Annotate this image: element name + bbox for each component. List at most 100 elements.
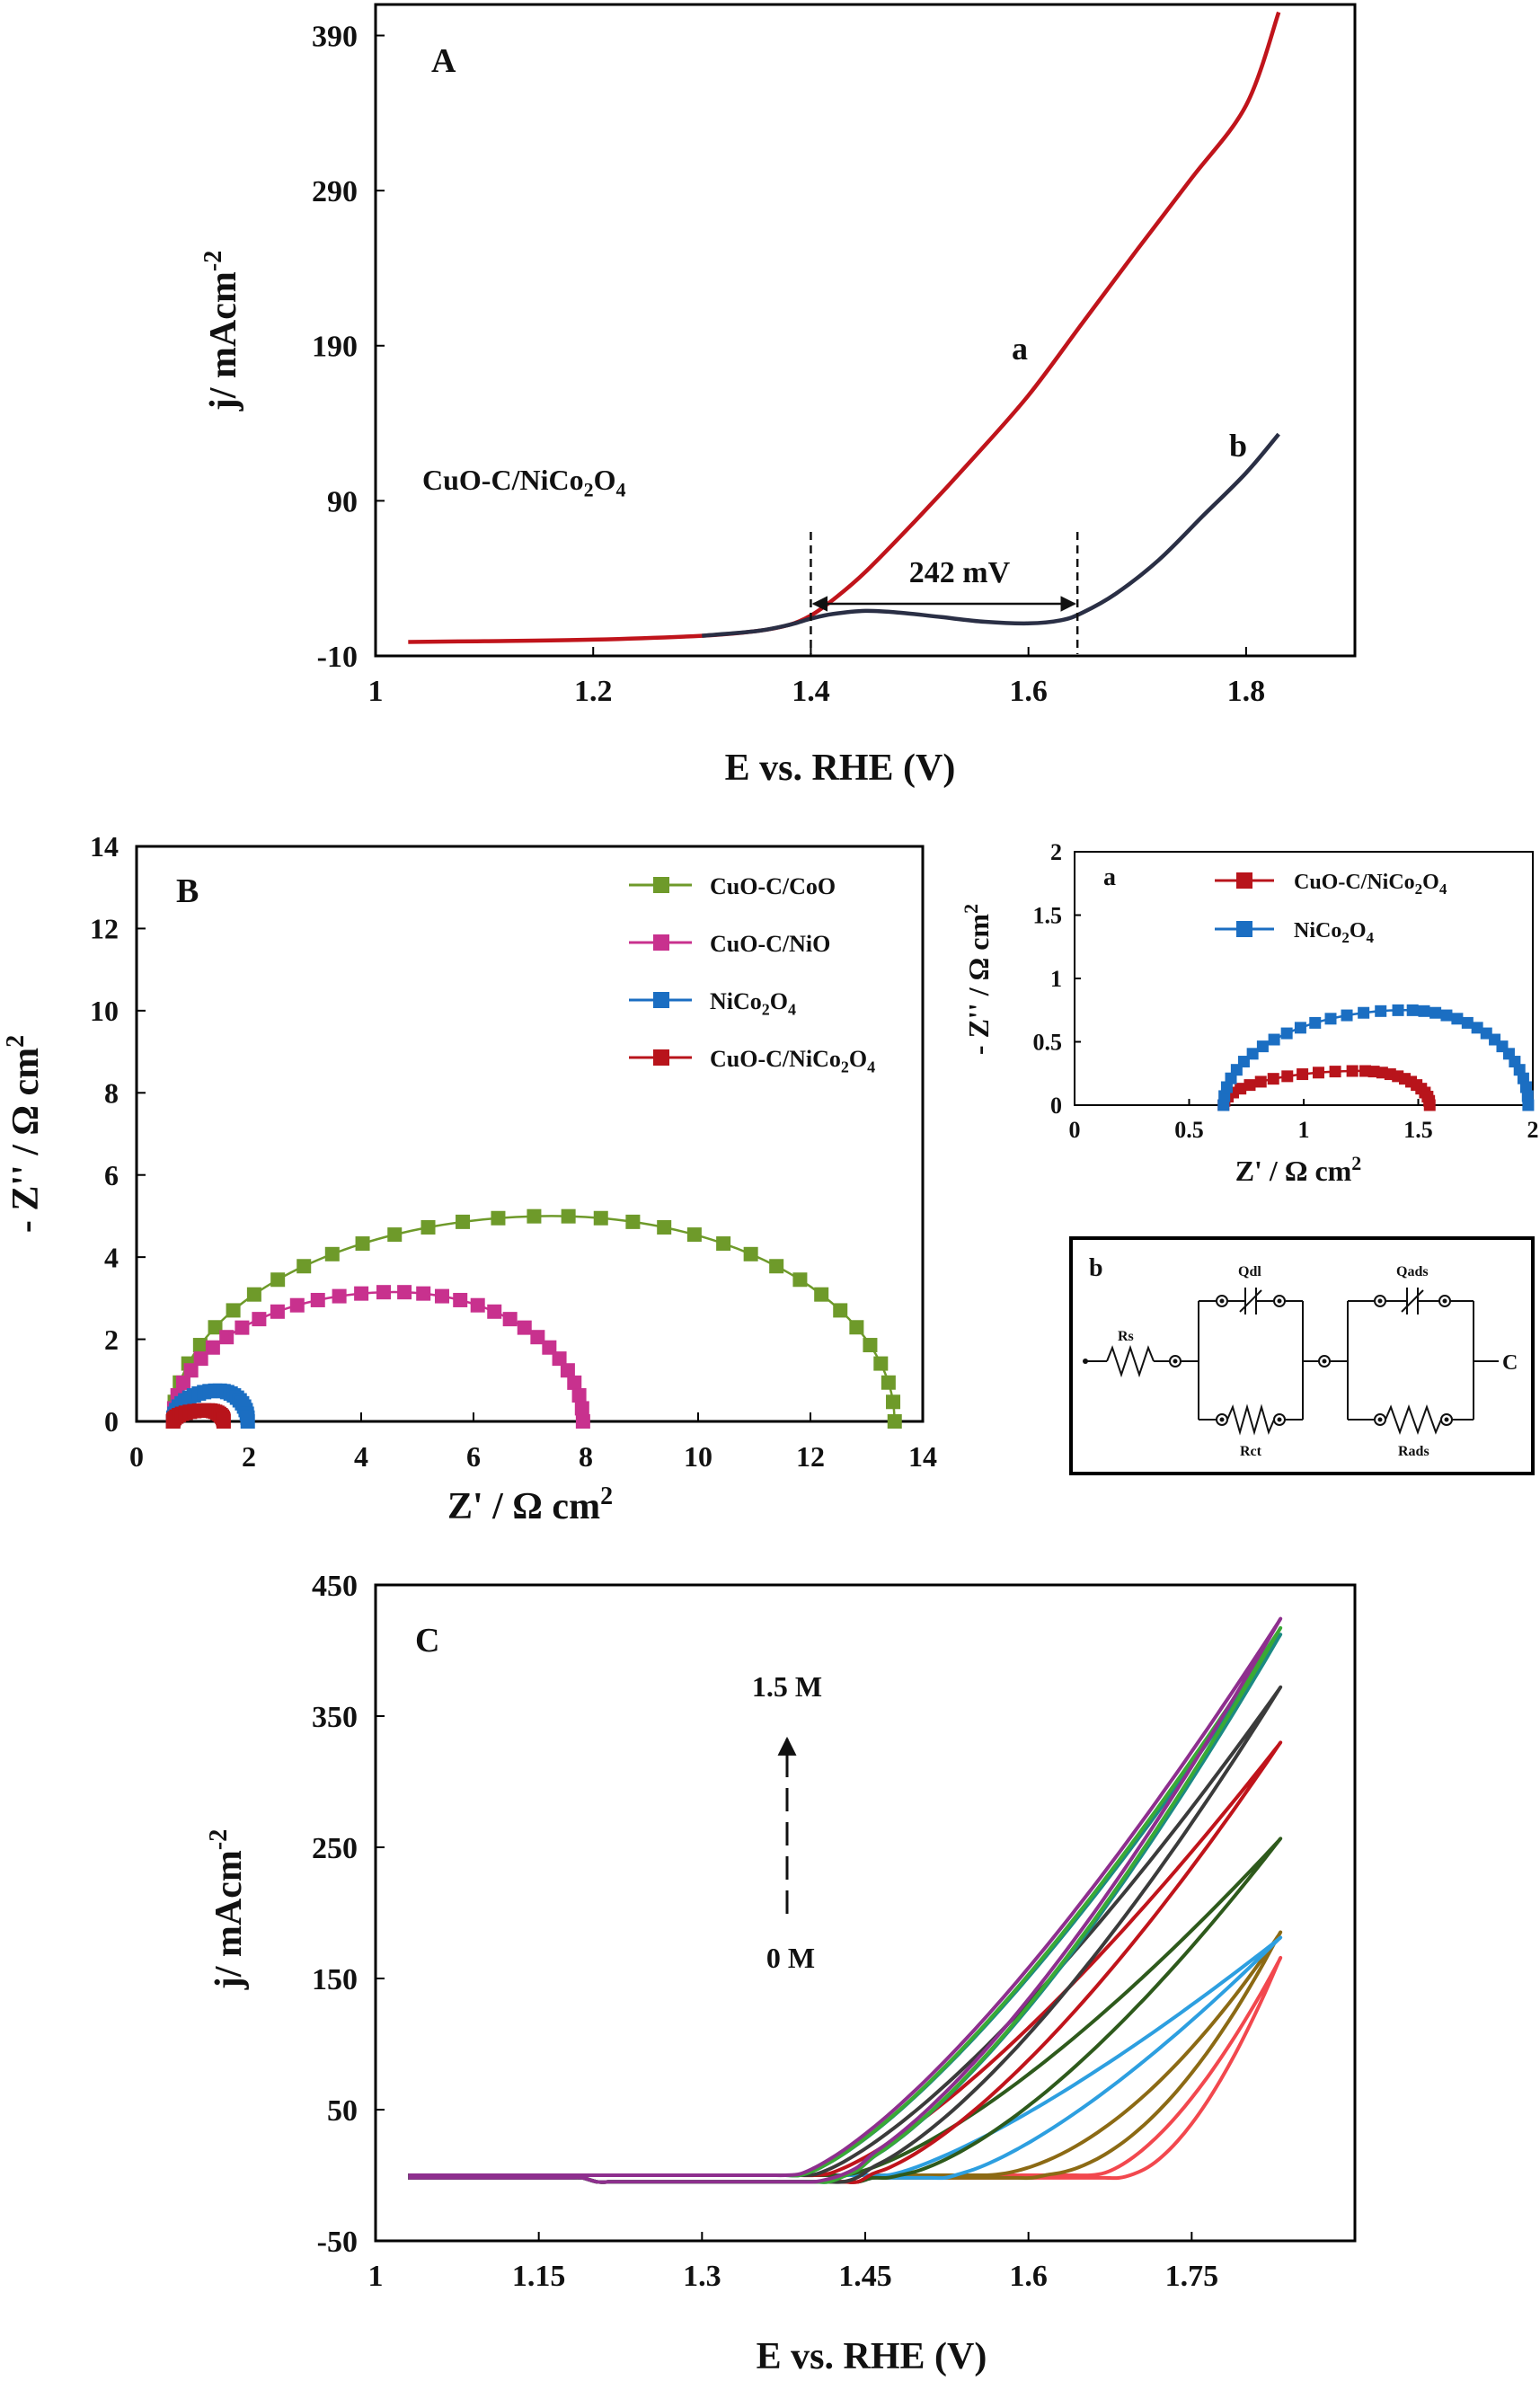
inset-a-nico2o4-point <box>1220 1081 1233 1093</box>
inset-a-ytick-label: 2 <box>1050 839 1062 865</box>
circuit-rct-label: Rct <box>1240 1444 1262 1459</box>
inset-a-xtick-label: 0.5 <box>1174 1117 1204 1143</box>
panel-a-xtick-label: 1.4 <box>792 675 830 708</box>
panel-a-ytick-label: -10 <box>317 641 358 674</box>
panel-a-ytick-label: 290 <box>312 175 358 208</box>
panel-b-label: B <box>176 872 199 910</box>
panel-b-series <box>165 1208 902 1429</box>
panel-b-cuo-c-coo-point <box>792 1272 808 1288</box>
circuit-rads-label: Rads <box>1398 1444 1429 1459</box>
rs-resistor <box>1106 1344 1155 1378</box>
circuit-qdl-label: Qdl <box>1238 1264 1261 1279</box>
panel-a-xtick-label: 1.2 <box>574 675 613 708</box>
panel-b-cuo-c-coo-point <box>743 1246 758 1261</box>
inset-a-cuo-c-nico2o4-point <box>1312 1067 1324 1079</box>
panel-b-legend-marker <box>653 1049 669 1066</box>
panel-b-cuo-c-coo-point <box>270 1272 286 1288</box>
inset-a-cuo-c-nico2o4-point <box>1267 1073 1279 1085</box>
panel-b-cuo-c-nio-point <box>270 1304 285 1319</box>
panel-a-series-a-line <box>408 11 1281 644</box>
panel-b-cuo-c-coo-point <box>881 1375 896 1390</box>
inset-a-nico2o4-point <box>1218 1090 1231 1102</box>
panel-b-ytick-label: 2 <box>104 1323 119 1356</box>
panel-b-cuo-c-nio-point <box>575 1414 590 1429</box>
panel-b-cuo-c-nio-point <box>434 1288 449 1304</box>
inset-a-nico2o4-point <box>1294 1022 1306 1034</box>
panel-c-ytick-label: 450 <box>312 1570 358 1603</box>
panel-b-ytick-label: 0 <box>104 1405 119 1438</box>
panel-b-legend-marker <box>653 877 669 893</box>
panel-b-ytick-label: 12 <box>90 913 119 945</box>
panel-b-cuo-c-nio-point <box>552 1351 567 1367</box>
panel-b-cuo-c-coo-point <box>593 1210 608 1226</box>
panel-b-cuo-c-coo-point <box>886 1394 901 1410</box>
panel-b-cuo-c-nio-point <box>542 1340 557 1355</box>
circuit-qads-label: Qads <box>1396 1264 1429 1279</box>
panel-b-cuo-c-nio-point <box>453 1292 468 1307</box>
panel-b-cuo-c-nio-point <box>502 1312 518 1327</box>
inset-a-nico2o4-point <box>1522 1099 1535 1111</box>
panel-b-cuo-c-coo-point <box>491 1210 506 1226</box>
panel-b-xtick-label: 12 <box>796 1440 825 1473</box>
inset-a-legend-marker <box>1236 872 1252 889</box>
panel-a-series-a-label: a <box>1012 331 1028 367</box>
panel-b-cuo-c-coo-point <box>246 1287 261 1302</box>
panel-c-ytick-label: 250 <box>312 1832 358 1865</box>
panel-b-cuo-c-nio-point <box>205 1340 220 1355</box>
inset-a-legend-label: CuO-C/NiCo2O4 <box>1294 871 1447 898</box>
svg-text:j/ mAcm-2: j/ mAcm-2 <box>205 1829 250 1990</box>
circuit-end-label: C <box>1502 1351 1518 1375</box>
svg-text:Z' / Ω cm2: Z' / Ω cm2 <box>447 1483 613 1527</box>
equivalent-circuit: b <box>1069 1236 1535 1475</box>
inset-a-cuo-c-nico2o4-point <box>1329 1066 1341 1078</box>
inset-a-nico2o4-point <box>1471 1022 1483 1034</box>
inset-a-nico2o4-point <box>1268 1033 1280 1046</box>
panel-b-ytick-label: 6 <box>104 1159 119 1191</box>
panel-c-axes: 1 1.15 1.3 1.45 1.6 1.75 -50 50 150 250 350 450 <box>312 1570 1218 2293</box>
panel-c-label: C <box>415 1622 439 1660</box>
panel-c-xtick-label: 1.3 <box>683 2260 721 2293</box>
inset-a-ytick-label: 1 <box>1050 966 1062 992</box>
inset-a-nico2o4-point <box>1217 1099 1230 1111</box>
panel-c-chart: C 1 1.15 1.3 1.45 1.6 1.75 -50 50 150 250 350 450 1… <box>205 1570 1357 2377</box>
rads-resistor <box>1385 1404 1442 1435</box>
panel-b-legend-label: CuO-C/CoO <box>710 873 836 899</box>
panel-b-legend-marker <box>653 992 669 1008</box>
panel-a-frame <box>374 3 1357 658</box>
panel-b-xtick-label: 10 <box>684 1440 712 1473</box>
inset-a-nico2o4-point <box>1521 1090 1534 1102</box>
panel-b-legend-marker <box>653 934 669 951</box>
inset-a-nico2o4-point <box>1358 1006 1370 1019</box>
panel-a-series-b-line <box>702 432 1280 638</box>
circuit-label: b <box>1089 1254 1103 1282</box>
inset-a-nico2o4-point <box>1451 1013 1464 1025</box>
panel-b-ytick-label: 10 <box>90 995 119 1027</box>
panel-b-cuo-c-coo-point <box>625 1214 641 1229</box>
inset-a-cuo-c-nico2o4-point <box>1254 1075 1267 1088</box>
panel-a-chart: A 1 1.2 1.4 1.6 1.8 -10 90 190 290 390 a b CuO-C/… <box>199 3 1357 789</box>
panel-b-cuo-c-coo-fit-line <box>172 1215 897 1422</box>
inset-a-cuo-c-nico2o4-point <box>1423 1099 1436 1111</box>
panel-b-xtick-label: 4 <box>354 1440 368 1473</box>
panel-b-cuo-c-nio-point <box>235 1320 250 1335</box>
inset-a-cuo-c-nico2o4-point <box>1297 1068 1309 1081</box>
panel-b-cuo-c-coo-point <box>561 1208 576 1224</box>
panel-a-ytick-label: 390 <box>312 20 358 53</box>
inset-a-ytick-label: 0 <box>1050 1093 1062 1119</box>
inset-a-nico2o4-point <box>1341 1009 1353 1022</box>
svg-text:j/ mAcm-2: j/ mAcm-2 <box>199 251 244 412</box>
panel-c-series <box>408 1616 1283 2184</box>
inset-a-cuo-c-nico2o4-point <box>1346 1065 1359 1077</box>
panel-b-cuo-c-nio-point <box>310 1292 325 1307</box>
inset-a-nico2o4-point <box>1392 1004 1404 1016</box>
panel-b-cuo-c-coo-point <box>527 1208 542 1224</box>
panel-b-axes: 0 2 4 6 8 10 12 14 0 2 4 6 8 10 12 14 <box>90 830 937 1473</box>
panel-c-cv-curve <box>408 1837 1283 2184</box>
panel-c-ylabel: j/ mAcm-2 <box>205 1829 250 1990</box>
panel-a-dimension <box>810 532 1079 654</box>
panel-a-xtick-label: 1 <box>368 675 384 708</box>
panel-b-cuo-c-nio-point <box>183 1363 199 1378</box>
panel-c-arrow-top-label: 1.5 M <box>752 1670 822 1703</box>
panel-b-xtick-label: 0 <box>129 1440 144 1473</box>
panel-b-cuo-c-coo-point <box>226 1303 241 1318</box>
